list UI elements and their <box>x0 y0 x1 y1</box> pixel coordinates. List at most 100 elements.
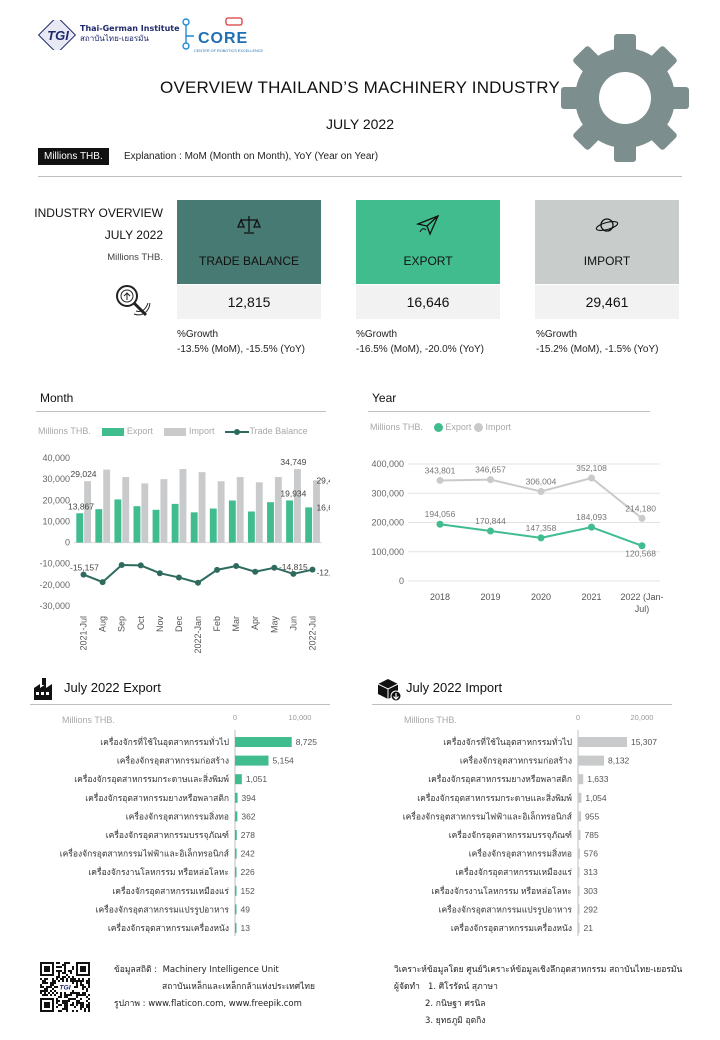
data-label: 194,056 <box>425 509 456 519</box>
overview-title: INDUSTRY OVERVIEW <box>34 206 163 220</box>
import-bar <box>294 469 301 543</box>
qr-module <box>60 996 62 998</box>
legend-import: Import <box>188 426 215 436</box>
y-tick-label: 400,000 <box>371 459 404 469</box>
import-bars-heading: July 2022 Import <box>406 680 503 695</box>
qr-module <box>80 1006 82 1008</box>
qr-module <box>66 962 68 964</box>
x-tick-label: 2021 <box>581 592 601 602</box>
trade-balance-point <box>99 579 106 586</box>
qr-module <box>74 978 76 980</box>
qr-module <box>86 996 88 998</box>
qr-module <box>56 962 58 964</box>
qr-module <box>78 1000 80 1002</box>
month-legend: Millions THB. Export Import Trade Balanc… <box>38 426 308 436</box>
bar-value-label: 5,154 <box>273 756 295 766</box>
export-bar <box>286 500 294 543</box>
bar <box>578 923 580 933</box>
qr-finder-center <box>44 1002 50 1008</box>
qr-module <box>46 994 48 996</box>
bar-value-label: 362 <box>241 811 255 821</box>
qr-module <box>80 1008 82 1010</box>
trade-balance-point <box>80 571 87 578</box>
bar-value-label: 576 <box>584 849 598 859</box>
qr-module <box>58 974 60 976</box>
svg-text:TGI: TGI <box>47 28 69 43</box>
qr-module <box>74 980 76 982</box>
qr-module <box>88 1006 90 1008</box>
qr-module <box>46 988 48 990</box>
export-bar <box>95 509 103 543</box>
bar-category-label: เครื่องจักรอุตสาหกรรมก่อสร้าง <box>460 755 572 767</box>
import-bar <box>141 483 149 543</box>
qr-module <box>56 1002 58 1004</box>
qr-module <box>60 1010 62 1012</box>
import-value: 29,461 <box>535 285 679 319</box>
planet-icon <box>535 214 679 241</box>
overview-unit: Millions THB. <box>107 252 163 263</box>
bar-value-label: 226 <box>241 867 255 877</box>
import-bar <box>103 469 111 543</box>
magnifier-icon <box>112 281 152 321</box>
qr-module <box>74 986 76 988</box>
qr-module <box>60 978 62 980</box>
qr-module <box>70 998 72 1000</box>
qr-module <box>62 980 64 982</box>
qr-module <box>86 982 88 984</box>
qr-module <box>66 978 68 980</box>
qr-module <box>72 982 74 984</box>
export-bar <box>133 506 141 543</box>
bar <box>235 755 269 766</box>
qr-module <box>52 982 54 984</box>
qr-module <box>54 982 56 984</box>
bar-chart-unit: Millions THB. <box>404 715 457 725</box>
gear-icon <box>560 33 690 163</box>
qr-module <box>62 1002 64 1004</box>
qr-module <box>80 1004 82 1006</box>
bar-value-label: 1,054 <box>585 793 607 803</box>
bar <box>235 867 237 878</box>
trade-balance-point <box>214 566 221 573</box>
bar <box>235 885 237 896</box>
qr-module <box>88 998 90 1000</box>
divider <box>38 176 682 177</box>
qr-module <box>82 992 84 994</box>
qr-module <box>42 980 44 982</box>
qr-module <box>58 976 60 978</box>
x-tick-label: 2022-Jul <box>307 616 317 651</box>
qr-module <box>58 1004 60 1006</box>
bar-category-label: เครื่องจักรอุตสาหกรรมเหมืองแร่ <box>112 885 229 897</box>
trade-balance-point <box>252 568 259 575</box>
x-tick-label: Aug <box>98 616 108 632</box>
growth-value: -13.5% (MoM), -15.5% (YoY) <box>177 344 306 355</box>
qr-finder-center <box>44 966 50 972</box>
qr-module <box>50 986 52 988</box>
bar-category-label: เครื่องจักรอุตสาหกรรมยางหรือพลาสติก <box>428 773 572 785</box>
year-legend: Millions THB. Export Import <box>370 422 511 433</box>
explanation-text: Explanation : MoM (Month on Month), YoY … <box>124 151 379 162</box>
data-label: 13,867 <box>68 501 94 511</box>
qr-module <box>70 978 72 980</box>
qr-module <box>82 994 84 996</box>
legend-export: Export <box>126 426 153 436</box>
qr-module <box>64 1008 66 1010</box>
qr-module <box>58 980 60 982</box>
qr-module <box>66 996 68 998</box>
qr-module <box>84 992 86 994</box>
qr-module <box>84 986 86 988</box>
qr-module <box>58 996 60 998</box>
tgi-logo: TGI <box>37 15 78 55</box>
qr-module <box>78 978 80 980</box>
bar <box>578 755 605 766</box>
balance-scale-icon <box>177 214 321 241</box>
bar <box>578 811 582 822</box>
x-tick-label: 0 <box>576 713 580 722</box>
qr-module <box>56 970 58 972</box>
qr-module <box>62 964 64 966</box>
legend-import: Import <box>485 422 511 432</box>
svg-text:CENTER OF ROBOTICS EXCELLENCE: CENTER OF ROBOTICS EXCELLENCE <box>194 49 263 53</box>
import-bar <box>255 482 263 543</box>
y-tick-label: 30,000 <box>42 474 70 484</box>
bar <box>235 737 292 747</box>
import-bar <box>236 477 244 543</box>
